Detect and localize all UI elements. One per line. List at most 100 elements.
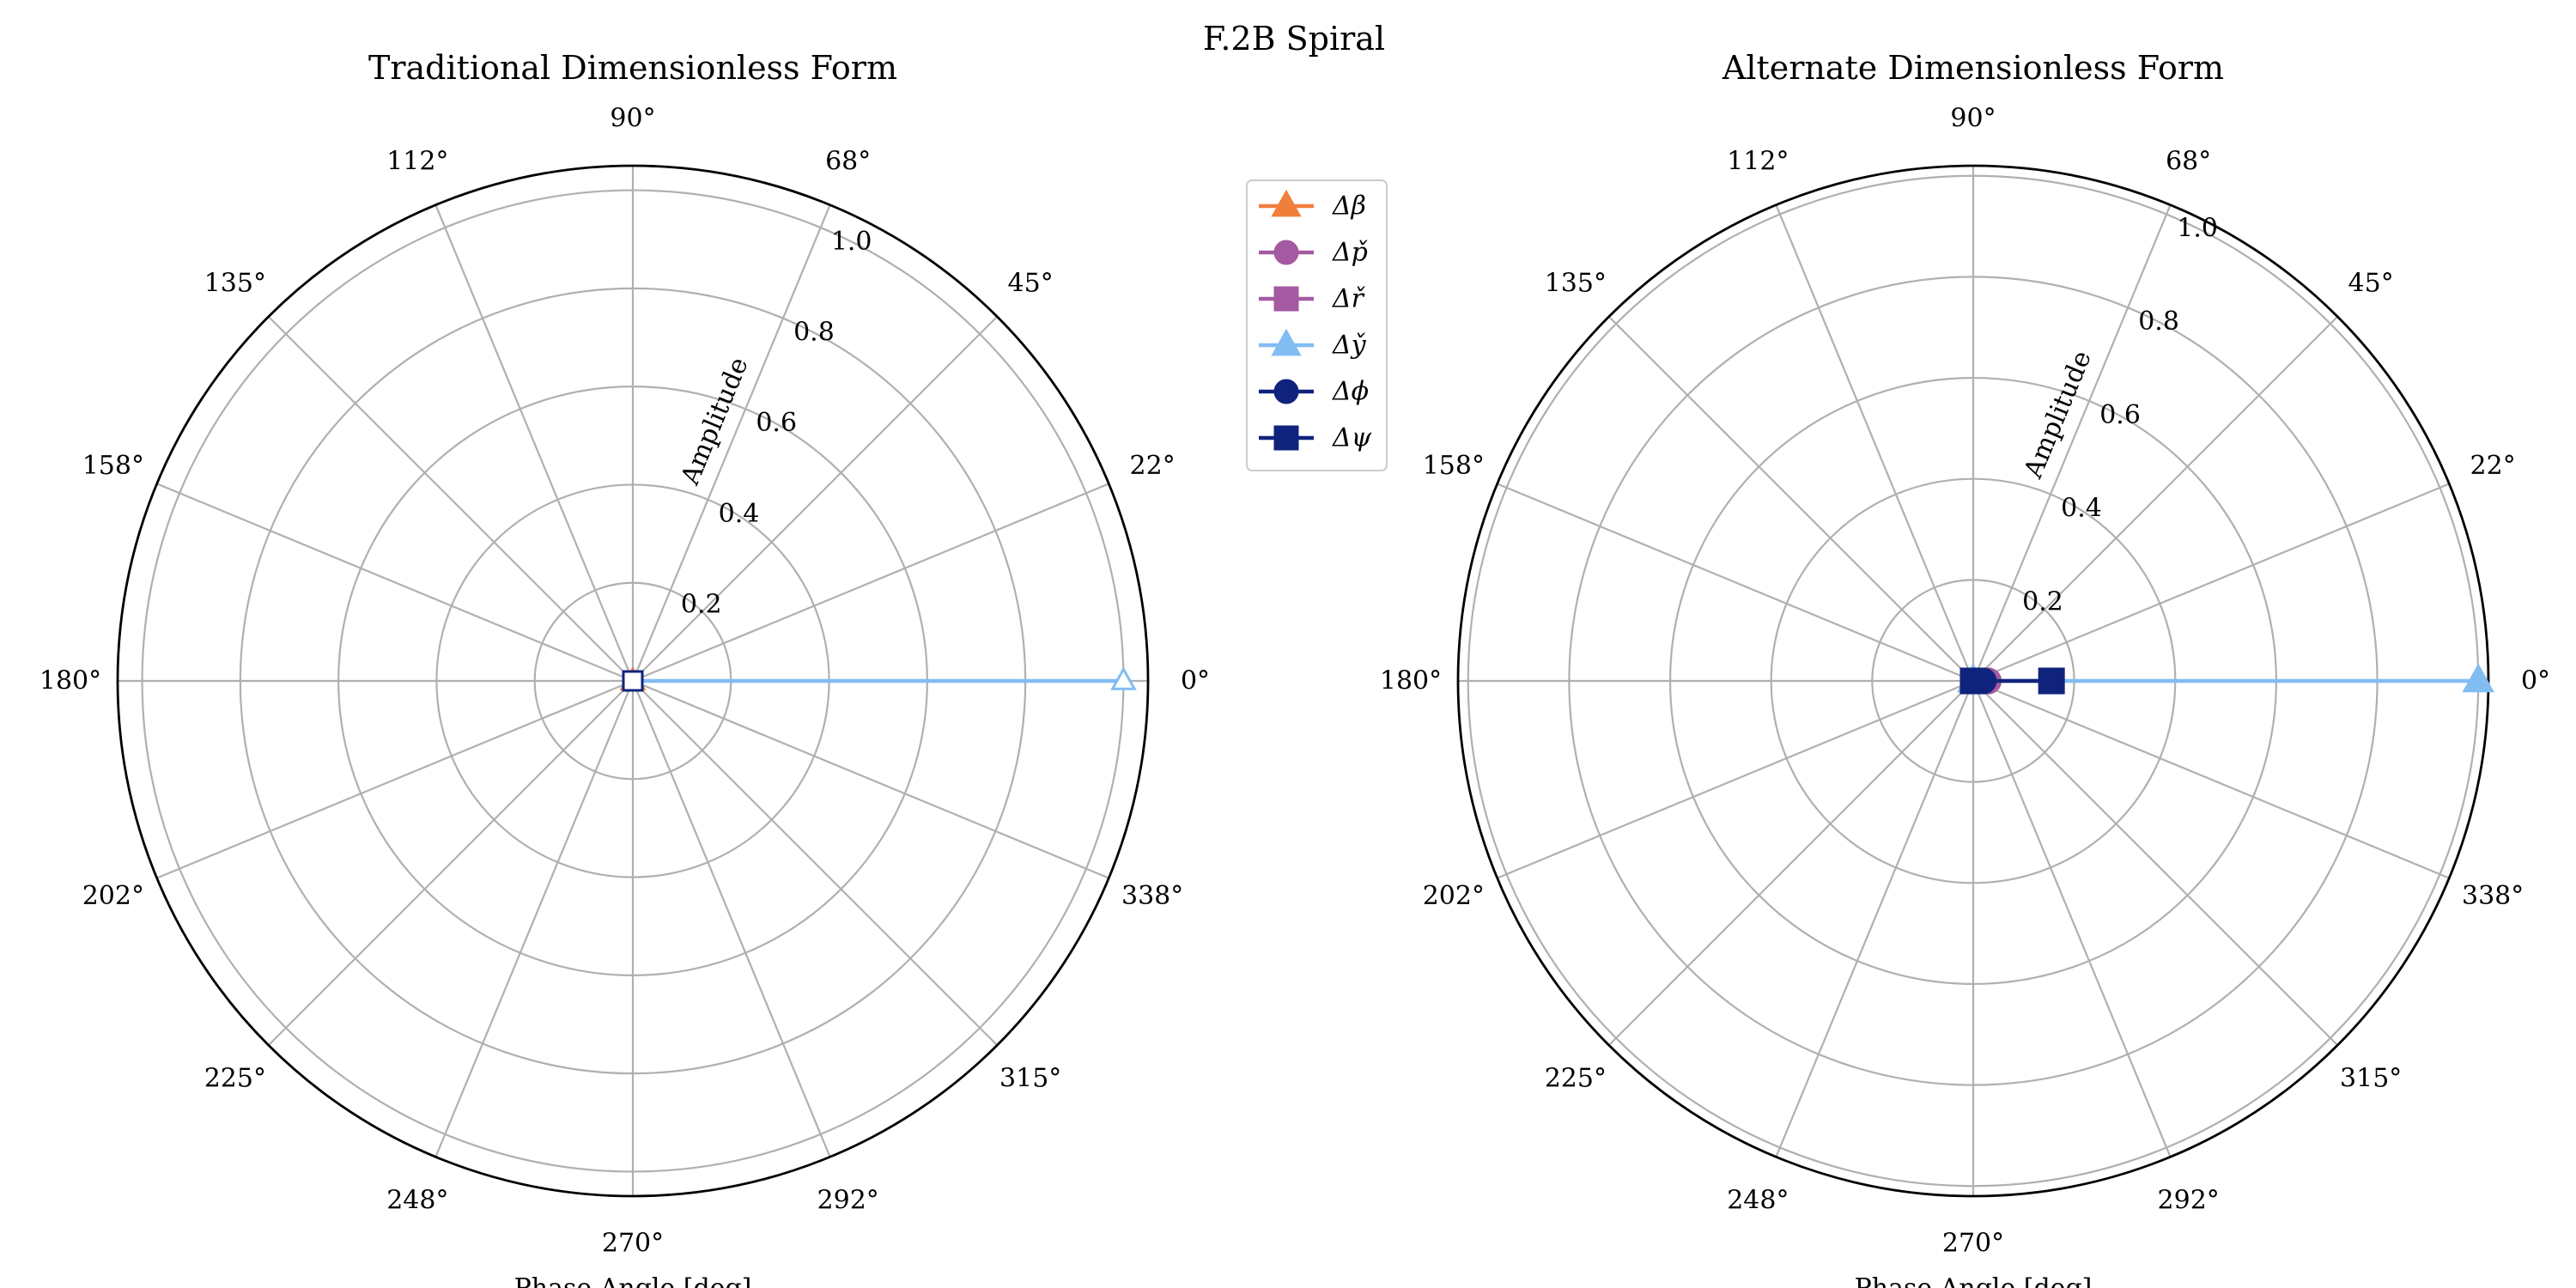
data-point-traditional-delta-y — [1110, 666, 1137, 690]
polar-plot-traditional: Traditional Dimensionless Form Phase Ang… — [39, 49, 1210, 1288]
theta-gridline-alternate-1 — [1972, 483, 2450, 683]
theta-tick-label-traditional-0: 0° — [1181, 666, 1210, 696]
theta-tick-label-traditional-13: 292° — [817, 1186, 879, 1216]
theta-gridline-alternate-13 — [1971, 680, 2172, 1157]
theta-gridline-traditional-13 — [631, 680, 831, 1157]
theta-tick-label-alternate-2: 45° — [2348, 268, 2394, 298]
origin-marker-traditional-delta-psi — [622, 670, 644, 692]
polar-spine-alternate — [1456, 164, 2490, 1198]
theta-tick-label-traditional-7: 158° — [82, 451, 144, 481]
theta-tick-label-alternate-6: 135° — [1545, 268, 1607, 298]
legend-marker-delta-phi — [1273, 379, 1299, 404]
legend-item-delta-r: Δř — [1259, 284, 1366, 314]
x-axis-label-traditional: Phase Angle [deg] — [514, 1273, 752, 1288]
theta-tick-label-traditional-6: 135° — [204, 268, 266, 298]
r-tick-label-traditional-2: 0.6 — [756, 408, 797, 438]
theta-tick-label-alternate-5: 112° — [1727, 146, 1789, 176]
theta-tick-label-alternate-4: 90° — [1950, 104, 1996, 134]
theta-tick-label-traditional-10: 225° — [204, 1064, 266, 1094]
theta-tick-label-traditional-9: 202° — [82, 881, 144, 911]
theta-gridline-alternate-14 — [1972, 680, 2339, 1047]
theta-tick-label-traditional-14: 315° — [999, 1064, 1061, 1094]
r-tick-label-alternate-3: 0.8 — [2138, 307, 2179, 337]
theta-tick-label-traditional-5: 112° — [386, 146, 448, 176]
theta-gridline-traditional-11 — [434, 680, 635, 1157]
legend-item-delta-phi: Δϕ — [1259, 377, 1369, 407]
legend-marker-delta-beta — [1271, 189, 1302, 217]
theta-tick-label-traditional-15: 338° — [1121, 881, 1183, 911]
r-tick-label-traditional-3: 0.8 — [793, 318, 835, 348]
y-axis-label-alternate: Amplitude — [2018, 346, 2098, 483]
theta-gridline-alternate-3 — [1971, 204, 2172, 682]
legend-label-delta-psi: Δψ — [1332, 423, 1372, 453]
legend-item-delta-p: Δp̌ — [1259, 238, 1368, 268]
theta-gridline-alternate-10 — [1607, 680, 1974, 1047]
theta-gridline-alternate-11 — [1775, 680, 1975, 1157]
theta-tick-label-traditional-2: 45° — [1008, 268, 1054, 298]
theta-tick-label-traditional-1: 22° — [1130, 451, 1176, 481]
theta-tick-label-alternate-15: 338° — [2462, 881, 2524, 911]
theta-gridline-alternate-6 — [1607, 315, 1974, 682]
theta-gridline-alternate-2 — [1972, 315, 2339, 682]
series-traditional-delta-psi — [622, 670, 644, 692]
theta-gridline-traditional-5 — [434, 204, 635, 682]
theta-tick-label-alternate-9: 202° — [1423, 881, 1485, 911]
r-tick-label-alternate-0: 0.2 — [2022, 586, 2063, 617]
theta-gridline-traditional-14 — [632, 680, 999, 1047]
theta-tick-label-traditional-4: 90° — [610, 104, 655, 134]
theta-tick-label-traditional-11: 248° — [386, 1186, 448, 1216]
legend-marker-delta-r — [1273, 286, 1299, 312]
legend-label-delta-beta: Δβ — [1332, 191, 1366, 222]
theta-gridline-alternate-15 — [1972, 679, 2450, 879]
theta-gridline-traditional-10 — [267, 680, 634, 1047]
legend-marker-delta-y — [1271, 328, 1302, 356]
r-tick-label-traditional-4: 1.0 — [831, 227, 872, 257]
theta-tick-label-traditional-3: 68° — [825, 146, 871, 176]
theta-tick-label-alternate-13: 292° — [2158, 1186, 2220, 1216]
figure-title: F.2B Spiral — [1203, 20, 1385, 58]
r-tick-label-alternate-4: 1.0 — [2177, 214, 2218, 244]
legend-marker-delta-p — [1273, 240, 1299, 265]
plot-title-alternate: Alternate Dimensionless Form — [1722, 49, 2224, 87]
theta-gridline-traditional-6 — [267, 315, 634, 682]
series-alternate-delta-psi — [1959, 667, 2065, 695]
theta-gridline-traditional-3 — [631, 204, 831, 682]
theta-gridline-traditional-9 — [156, 679, 634, 879]
legend-marker-delta-psi — [1273, 425, 1299, 451]
theta-gridline-traditional-15 — [632, 679, 1109, 879]
theta-gridline-alternate-9 — [1497, 679, 1974, 879]
legend-item-delta-beta: Δβ — [1259, 189, 1366, 222]
theta-tick-label-alternate-12: 270° — [1942, 1229, 2004, 1259]
r-tick-label-alternate-2: 0.6 — [2099, 400, 2141, 430]
theta-tick-label-alternate-8: 180° — [1380, 666, 1442, 696]
theta-tick-label-alternate-3: 68° — [2166, 146, 2211, 176]
plot-title-traditional: Traditional Dimensionless Form — [368, 49, 897, 87]
theta-gridline-traditional-2 — [632, 315, 999, 682]
legend-item-delta-psi: Δψ — [1259, 423, 1372, 453]
origin-marker-alternate-delta-psi — [1959, 667, 1987, 695]
legend: Δβ Δp̌ Δř Δy̌ Δϕ Δψ — [1246, 179, 1388, 471]
theta-tick-label-alternate-11: 248° — [1727, 1186, 1789, 1216]
data-point-alternate-delta-psi — [2038, 667, 2065, 695]
legend-label-delta-y: Δy̌ — [1332, 331, 1367, 361]
y-axis-label-traditional: Amplitude — [675, 353, 755, 489]
theta-tick-label-traditional-12: 270° — [602, 1229, 664, 1259]
theta-gridline-alternate-7 — [1497, 483, 1974, 683]
theta-tick-label-alternate-7: 158° — [1423, 451, 1485, 481]
series-traditional-delta-y — [633, 666, 1137, 690]
r-tick-label-traditional-1: 0.4 — [719, 499, 760, 529]
theta-tick-label-alternate-0: 0° — [2521, 666, 2550, 696]
theta-tick-label-traditional-8: 180° — [39, 666, 101, 696]
data-point-alternate-delta-y — [2462, 663, 2495, 693]
theta-tick-label-alternate-1: 22° — [2470, 451, 2516, 481]
theta-gridline-traditional-1 — [632, 483, 1109, 683]
r-tick-label-traditional-0: 0.2 — [681, 589, 722, 619]
legend-item-delta-y: Δy̌ — [1259, 328, 1367, 361]
polar-plot-alternate: Alternate Dimensionless Form Phase Angle… — [1380, 49, 2550, 1288]
theta-gridline-traditional-7 — [156, 483, 634, 683]
legend-label-delta-r: Δř — [1332, 284, 1366, 314]
theta-gridline-alternate-5 — [1775, 204, 1975, 682]
x-axis-label-alternate: Phase Angle [deg] — [1855, 1273, 2093, 1288]
legend-label-delta-phi: Δϕ — [1332, 377, 1369, 407]
